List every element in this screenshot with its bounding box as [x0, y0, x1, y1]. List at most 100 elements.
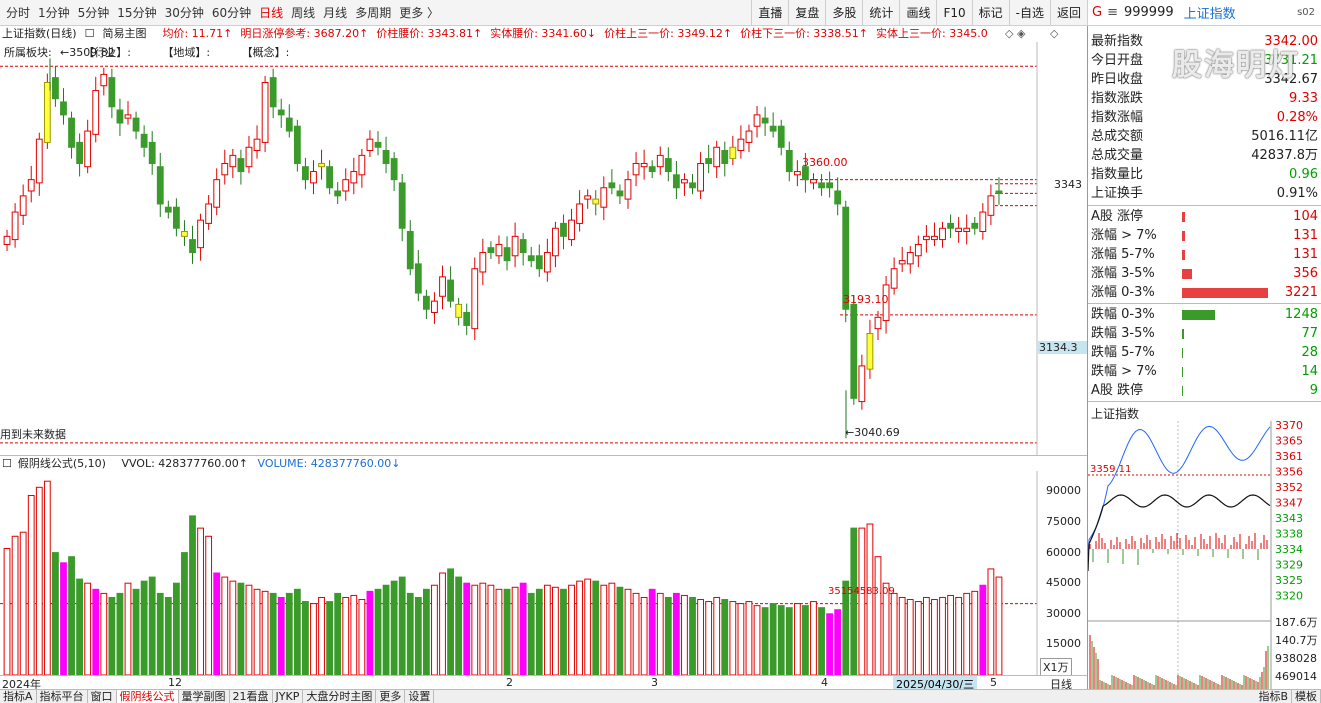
candle-body [906, 252, 914, 265]
candle-body [535, 255, 543, 270]
volume-bar [447, 568, 454, 675]
volume-bar [777, 605, 785, 675]
breadth-bar [1182, 212, 1185, 222]
mini-volume-tick: 187.6万 [1275, 616, 1318, 629]
volume-bar [100, 592, 108, 675]
period-3[interactable]: 15分钟 [117, 5, 157, 20]
formula-toggle[interactable]: ☐ 假阴线公式(5,10) [2, 457, 112, 470]
volume-bar [592, 580, 600, 675]
sector-label[interactable]: 所属板块: [4, 46, 52, 59]
volume-bar [124, 582, 132, 675]
volume-bar [713, 596, 721, 675]
volume-bar [672, 592, 680, 675]
volume-bar [552, 586, 559, 675]
volume-bar [608, 582, 616, 675]
mini-volume-tick: 938028 [1275, 652, 1317, 665]
breadth-bar [1182, 367, 1183, 377]
tab-4[interactable]: 量学副图 [179, 690, 230, 703]
region-label[interactable]: 【地域】: [162, 46, 211, 59]
tab-right-0[interactable]: 指标B [1255, 690, 1292, 703]
period-4[interactable]: 30分钟 [164, 5, 204, 20]
main-chart-selector[interactable]: ☐ 简易主图 [85, 26, 155, 42]
period-6[interactable]: 日线 [259, 5, 284, 20]
tab-3[interactable]: 假阴线公式 [116, 690, 179, 703]
volume-bar [624, 588, 632, 675]
period-2[interactable]: 5分钟 [77, 5, 110, 20]
tool-button-0[interactable]: 直播 [751, 0, 788, 26]
candle-body [245, 146, 253, 168]
menu-icon[interactable]: ≡ [1107, 5, 1118, 20]
period-9[interactable]: 多周期 [355, 5, 392, 20]
tool-button-5[interactable]: F10 [936, 0, 971, 26]
tool-button-1[interactable]: 复盘 [788, 0, 825, 26]
pin-icon[interactable]: ◇ [1050, 27, 1059, 40]
period-8[interactable]: 月线 [323, 5, 348, 20]
candle-body [181, 230, 188, 237]
candle-body [366, 138, 374, 152]
breadth-value: 28 [1301, 345, 1318, 360]
tab-7[interactable]: 大盘分时主图 [303, 690, 377, 703]
volume-bar [19, 531, 27, 675]
volume-bar [681, 594, 688, 675]
tab-right-1[interactable]: 模板 [1292, 690, 1321, 703]
current-price-axis: 3343 [1054, 178, 1082, 191]
tab-5[interactable]: 21看盘 [230, 690, 273, 703]
volume-chart[interactable] [0, 471, 1087, 675]
expand-icon[interactable]: ◇ ◈ [1005, 27, 1026, 40]
period-1[interactable]: 1分钟 [38, 5, 70, 20]
candle-body [737, 138, 745, 152]
volume-bar [785, 607, 793, 675]
breadth-down-row: 跌幅 3-5% 77 [1088, 324, 1321, 343]
industry-label[interactable]: 【行业】: [83, 46, 131, 59]
volume-bar [487, 584, 495, 675]
concept-label[interactable]: 【概念】: [241, 46, 290, 59]
volume-bar [882, 582, 890, 675]
breadth-bar [1182, 348, 1183, 358]
indicator-info-line: 上证指数(日线) ☐ 简易主图 均价: 11.71↑ 明日涨停参考: 3687.2… [0, 26, 1037, 42]
candle-body [955, 227, 963, 232]
volume-bar [455, 576, 463, 675]
candlestick-chart[interactable] [0, 42, 1087, 455]
volume-bar [600, 584, 608, 675]
volume-bar [511, 586, 519, 675]
tab-2[interactable]: 窗口 [88, 690, 117, 703]
volume-bar [939, 596, 946, 675]
volume-bar [116, 592, 124, 675]
tool-button-7[interactable]: -自选 [1008, 0, 1050, 26]
candle-body [463, 311, 471, 326]
tool-button-6[interactable]: 标记 [971, 0, 1009, 26]
volume-bar [753, 605, 761, 675]
tab-6[interactable]: JYKP [273, 690, 304, 703]
volume-bar [527, 592, 535, 675]
candle-body [850, 303, 858, 399]
period-5[interactable]: 60分钟 [211, 5, 252, 20]
candle-body [11, 211, 19, 241]
candle-body [172, 206, 180, 229]
candle-body [503, 247, 511, 262]
tab-1[interactable]: 指标平台 [37, 690, 88, 703]
formula-name: 假阴线公式(5,10) [17, 457, 106, 470]
volume-bar [995, 576, 1003, 675]
volume-bar [213, 572, 221, 675]
tool-button-2[interactable]: 多股 [825, 0, 862, 26]
mini-price-tick: 3320 [1275, 590, 1303, 603]
volume-bar [398, 576, 406, 675]
mini-volume-tick: 469014 [1275, 670, 1317, 683]
tool-button-4[interactable]: 画线 [899, 0, 936, 26]
cursor-price-axis: 3134.3 [1037, 341, 1087, 354]
tab-0[interactable]: 指标A [0, 690, 37, 703]
candle-body [19, 195, 27, 216]
period-0[interactable]: 分时 [6, 5, 31, 20]
tab-8[interactable]: 更多 [376, 690, 406, 703]
volume-bar [84, 582, 92, 675]
tool-button-3[interactable]: 统计 [862, 0, 899, 26]
tab-9[interactable]: 设置 [405, 690, 435, 703]
tool-button-8[interactable]: 返回 [1049, 0, 1087, 26]
volume-bar [310, 603, 317, 675]
period-7[interactable]: 周线 [291, 5, 316, 20]
flag-icon[interactable]: G [1092, 5, 1103, 20]
candle-body [277, 109, 285, 116]
volume-bar [947, 594, 954, 675]
period-10[interactable]: 更多 〉 [399, 5, 440, 20]
intraday-mini-chart[interactable]: 3370 3365 3361 3356 3352 3347 3343 3338 3334 3329… [1088, 421, 1321, 689]
